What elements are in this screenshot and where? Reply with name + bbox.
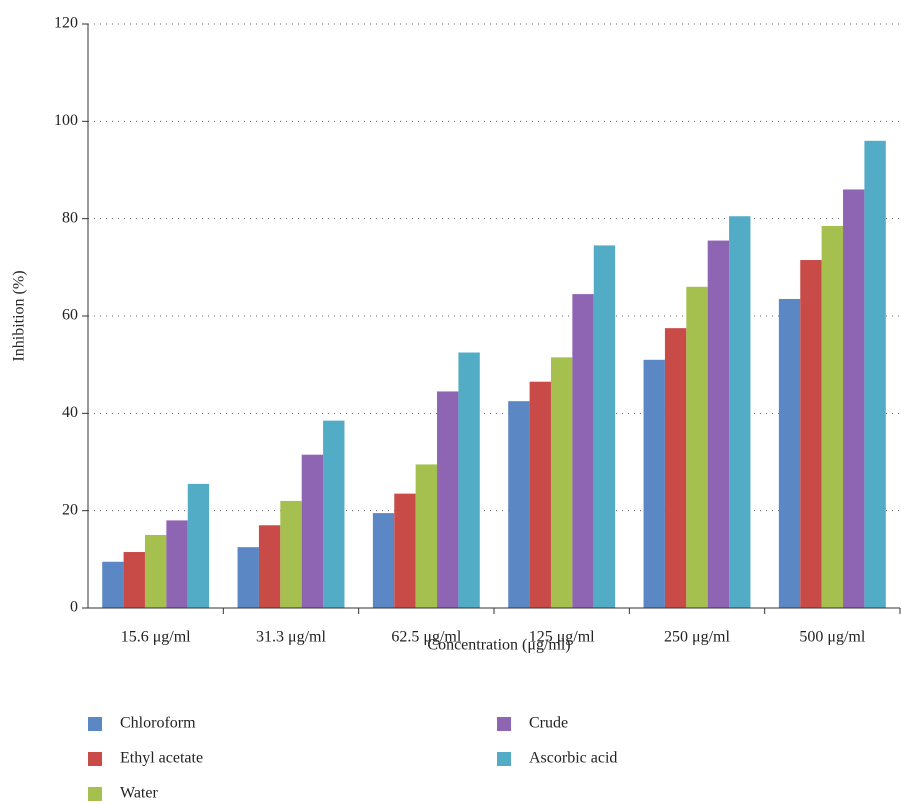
legend-label: Crude [529,715,568,732]
y-tick-label: 80 [62,209,78,226]
x-tick-label: 250 μg/ml [664,629,730,646]
bar [187,483,210,608]
bar [123,552,145,608]
bar [437,391,459,608]
bar [237,547,259,608]
y-tick-label: 120 [54,15,78,32]
bar [394,493,416,608]
legend-swatch [88,717,102,731]
legend-label: Ascorbic acid [529,750,617,767]
bar [301,454,324,608]
y-tick-label: 40 [62,404,78,421]
bar [821,225,844,608]
legend-label: Water [120,785,158,802]
y-axis-label: Inhibition (%) [11,270,28,361]
bar [778,298,801,608]
bar [843,189,865,608]
bar [643,359,665,608]
bar [166,520,188,608]
bar [323,420,345,608]
legend-swatch [497,717,511,731]
bar [707,240,730,609]
bar [529,381,551,608]
legend-swatch [497,752,511,766]
x-tick-label: 500 μg/ml [799,629,865,646]
x-tick-label: 31.3 μg/ml [256,629,326,646]
legend-label: Chloroform [120,715,196,732]
bar [729,216,751,608]
x-tick-label: 62.5 μg/ml [391,629,461,646]
x-tick-label: 15.6 μg/ml [121,629,191,646]
bar [144,535,167,608]
bar [508,401,530,608]
y-tick-label: 20 [62,501,78,518]
bar [686,286,708,608]
bar [415,464,438,608]
x-axis-label: Concentration (μg/ml) [427,637,570,654]
bar [258,525,281,608]
y-tick-label: 60 [62,307,78,324]
bar [550,357,573,608]
legend-swatch [88,752,102,766]
bar [593,245,616,608]
bar [572,294,594,608]
bar [102,561,124,608]
bar [458,352,480,608]
bar [800,260,822,608]
bar [372,513,395,608]
bar [664,328,687,608]
y-tick-label: 100 [54,112,78,129]
y-tick-label: 0 [70,599,78,616]
bar [280,500,302,608]
legend-label: Ethyl acetate [120,750,203,767]
x-tick-label: 125 μg/ml [529,629,595,646]
bar [864,140,886,609]
legend-swatch [88,787,102,801]
